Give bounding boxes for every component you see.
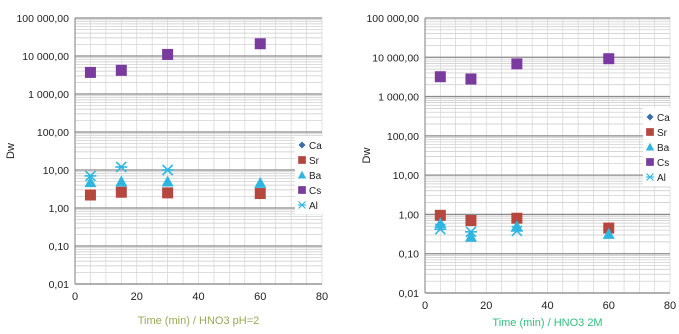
y-tick-label: 0,10 bbox=[49, 241, 70, 253]
y-tick-label: 0,10 bbox=[399, 249, 420, 261]
point-sr bbox=[84, 189, 96, 201]
legend-label-cs: Cs bbox=[657, 158, 669, 169]
legend-label-al: Al bbox=[657, 173, 666, 184]
y-tick-label: 100,00 bbox=[387, 131, 419, 143]
legend-label-cs: Cs bbox=[309, 186, 321, 197]
point-ba bbox=[602, 227, 615, 239]
point-sr bbox=[115, 186, 127, 198]
point-ba bbox=[464, 230, 477, 242]
y-tick-label: 10,00 bbox=[393, 170, 419, 182]
x-tick-label: 80 bbox=[664, 300, 676, 312]
legend-label-sr: Sr bbox=[309, 156, 320, 167]
legend-label-ba: Ba bbox=[309, 171, 322, 182]
point-sr bbox=[162, 187, 174, 199]
x-axis-label: Time (min) / HNO3 pH=2 bbox=[138, 315, 260, 327]
x-tick-label: 60 bbox=[603, 300, 615, 312]
legend-label-ba: Ba bbox=[657, 143, 670, 154]
point-sr bbox=[465, 215, 477, 227]
point-cs bbox=[162, 48, 174, 60]
x-tick-label: 40 bbox=[192, 291, 204, 303]
legend-marker-cs bbox=[298, 186, 306, 194]
point-ba bbox=[161, 175, 174, 187]
y-tick-label: 0,01 bbox=[49, 279, 70, 291]
x-tick-label: 20 bbox=[480, 300, 492, 312]
x-tick-label: 20 bbox=[131, 291, 143, 303]
point-ba bbox=[84, 176, 97, 188]
point-cs bbox=[434, 71, 446, 83]
y-tick-label: 10 000,00 bbox=[22, 51, 69, 63]
point-al bbox=[510, 225, 523, 237]
legend-background bbox=[295, 136, 323, 214]
point-al bbox=[464, 226, 477, 238]
legend-label-ca: Ca bbox=[657, 113, 670, 124]
x-tick-label: 60 bbox=[254, 291, 266, 303]
x-tick-label: 0 bbox=[422, 300, 428, 312]
point-cs bbox=[84, 66, 96, 78]
legend-marker-sr bbox=[298, 156, 306, 164]
point-al bbox=[115, 161, 128, 173]
point-sr bbox=[434, 209, 446, 221]
point-ba bbox=[254, 176, 267, 188]
legend-marker-al bbox=[645, 173, 655, 181]
point-ba bbox=[115, 175, 128, 187]
y-tick-label: 10 000,00 bbox=[372, 52, 419, 64]
y-tick-label: 100 000,00 bbox=[16, 13, 69, 25]
legend-marker-ca bbox=[298, 141, 306, 149]
y-axis-label: Dw bbox=[5, 143, 17, 159]
point-cs bbox=[254, 38, 266, 50]
legend-marker-sr bbox=[646, 128, 654, 136]
y-tick-label: 100 000,00 bbox=[366, 13, 419, 25]
chart-1: 0,01 0,10 1,00 10,00 100,00 1 000,00 10 000,00… bbox=[5, 13, 328, 327]
point-al bbox=[84, 170, 97, 182]
legend-marker-ca bbox=[646, 113, 654, 121]
point-sr bbox=[254, 188, 266, 200]
point-sr bbox=[511, 212, 523, 224]
legend-label-ca: Ca bbox=[309, 141, 322, 152]
y-tick-label: 1 000,00 bbox=[28, 89, 69, 101]
point-cs bbox=[465, 73, 477, 85]
x-axis-label: Time (min) / HNO3 2M bbox=[492, 317, 602, 329]
point-al bbox=[161, 164, 174, 176]
legend-marker-al bbox=[297, 201, 307, 209]
legend-background bbox=[643, 108, 671, 186]
y-tick-label: 1,00 bbox=[49, 203, 70, 215]
y-tick-label: 1,00 bbox=[399, 209, 420, 221]
legend-label-sr: Sr bbox=[657, 128, 668, 139]
point-cs bbox=[603, 53, 615, 65]
legend: Ca Sr Ba Cs Al bbox=[295, 136, 323, 214]
legend: Ca Sr Ba Cs Al bbox=[643, 108, 671, 186]
point-al bbox=[434, 223, 447, 235]
y-tick-label: 10,00 bbox=[43, 165, 69, 177]
y-tick-label: 1 000,00 bbox=[378, 92, 419, 104]
legend-marker-cs bbox=[646, 158, 654, 166]
x-tick-label: 80 bbox=[316, 291, 328, 303]
legend-marker-ba bbox=[297, 170, 307, 179]
y-axis-label: Dw bbox=[361, 148, 373, 164]
legend-label-al: Al bbox=[309, 201, 318, 212]
legend-marker-ba bbox=[645, 142, 655, 151]
y-tick-label: 100,00 bbox=[37, 127, 69, 139]
chart-2: 0,01 0,10 1,00 10,00 100,00 1 000,00 10 000,00… bbox=[361, 13, 676, 329]
x-tick-label: 0 bbox=[72, 291, 78, 303]
y-tick-label: 0,01 bbox=[399, 288, 420, 300]
point-cs bbox=[511, 58, 523, 70]
x-tick-label: 40 bbox=[541, 300, 553, 312]
point-cs bbox=[115, 64, 127, 76]
